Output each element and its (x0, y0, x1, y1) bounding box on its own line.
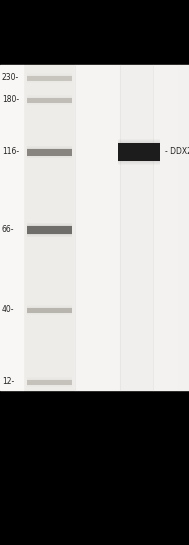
Bar (27, 235, 72, 236)
Bar (27, 149, 72, 156)
Bar (118, 163, 160, 164)
Bar (27, 226, 72, 234)
Bar (27, 103, 72, 104)
Bar (27, 82, 72, 83)
Bar (27, 73, 72, 74)
Text: 12-: 12- (2, 378, 14, 386)
Bar (27, 224, 72, 225)
Bar (27, 80, 72, 81)
Text: 40-: 40- (2, 306, 15, 314)
Bar (118, 142, 160, 143)
Text: - DDX20: - DDX20 (165, 148, 189, 156)
Bar (27, 386, 72, 387)
Bar (27, 81, 72, 82)
Bar (27, 75, 72, 76)
Bar (118, 143, 160, 161)
Bar (23, 65, 75, 390)
Bar (27, 308, 72, 313)
Bar (27, 146, 72, 147)
Bar (27, 155, 72, 156)
Bar (153, 65, 179, 390)
Bar (27, 234, 72, 235)
Bar (27, 156, 72, 157)
Bar (27, 76, 72, 81)
Bar (27, 157, 72, 158)
Bar (27, 225, 72, 226)
Bar (27, 307, 72, 308)
Bar (0, 65, 23, 390)
Bar (27, 306, 72, 307)
Bar (27, 305, 72, 306)
Text: 66-: 66- (2, 226, 15, 234)
Bar (27, 313, 72, 314)
Bar (118, 139, 160, 140)
Bar (75, 65, 120, 390)
Text: 180-: 180- (2, 95, 19, 105)
Text: 116-: 116- (2, 148, 19, 156)
Bar (118, 162, 160, 163)
Bar (27, 104, 72, 105)
Bar (27, 378, 72, 379)
Bar (118, 140, 160, 141)
Bar (27, 148, 72, 149)
Bar (27, 96, 72, 97)
Bar (27, 314, 72, 315)
Bar (27, 147, 72, 148)
Bar (27, 385, 72, 386)
Bar (27, 384, 72, 385)
Bar (27, 97, 72, 98)
Bar (118, 141, 160, 142)
Bar (118, 164, 160, 165)
Bar (27, 95, 72, 96)
Bar (179, 65, 189, 390)
Text: 230-: 230- (2, 74, 19, 82)
Bar (118, 161, 160, 162)
Bar (27, 98, 72, 103)
Bar (27, 74, 72, 75)
Bar (27, 312, 72, 313)
Bar (27, 380, 72, 385)
Bar (27, 377, 72, 378)
Bar (120, 65, 153, 390)
Bar (27, 236, 72, 237)
Bar (27, 223, 72, 224)
Bar (27, 379, 72, 380)
Bar (27, 102, 72, 103)
